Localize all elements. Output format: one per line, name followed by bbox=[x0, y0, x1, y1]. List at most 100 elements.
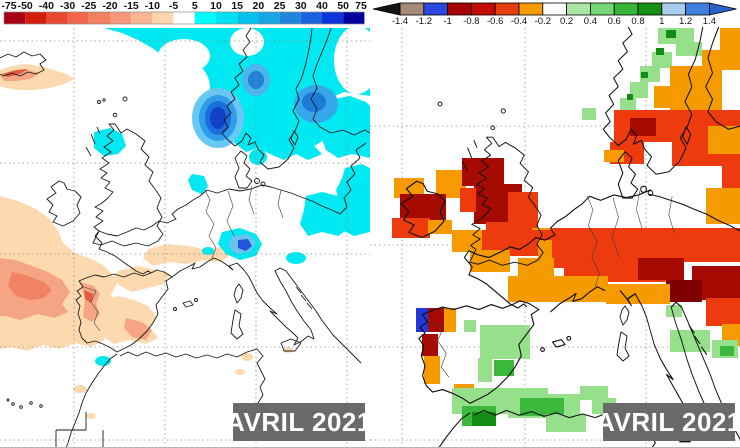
anomaly-cell bbox=[518, 258, 554, 278]
anomaly-cell bbox=[472, 412, 496, 426]
anomaly-cell bbox=[464, 320, 476, 332]
colorbar-segment bbox=[88, 12, 110, 24]
faroe-islands-dot bbox=[437, 101, 443, 107]
anomaly-patches bbox=[0, 26, 370, 419]
anomaly-patch bbox=[283, 347, 293, 353]
period-label-box-right: AVRIL 2021 bbox=[596, 403, 740, 441]
colorbar-segment bbox=[300, 12, 322, 24]
anomaly-patch bbox=[124, 318, 152, 340]
anomaly-cell bbox=[638, 258, 684, 280]
colorbar-tick-label: -40 bbox=[39, 0, 54, 12]
anomaly-patch bbox=[238, 239, 252, 251]
anomaly-patch bbox=[202, 247, 214, 255]
colorbar-tick-label: 75 bbox=[355, 0, 367, 12]
colorbar-segment bbox=[494, 2, 520, 16]
anomaly-cell bbox=[670, 66, 722, 110]
anomaly-cell bbox=[620, 98, 636, 112]
temperature-anomaly-map bbox=[370, 0, 740, 448]
colorbar-right-arrow bbox=[708, 2, 737, 16]
anomaly-cell bbox=[654, 86, 670, 108]
anomaly-cell bbox=[582, 108, 596, 120]
colorbar-tick-label: 1.2 bbox=[679, 16, 692, 27]
colorbar-segment bbox=[399, 2, 425, 16]
anomaly-patch bbox=[143, 244, 231, 266]
anomaly-cell bbox=[460, 188, 476, 212]
colorbar-segment bbox=[216, 12, 238, 24]
colorbar-segment bbox=[237, 12, 259, 24]
colorbar-tick-label: 1 bbox=[659, 16, 664, 27]
anomaly-patch bbox=[86, 413, 96, 419]
anomaly-cell bbox=[428, 220, 452, 234]
colorbar-tick-label: -30 bbox=[60, 0, 75, 12]
colorbar-segment bbox=[322, 12, 344, 24]
colorbar-segment bbox=[46, 12, 68, 24]
precipitation-anomaly-panel: -75 -50 -40 -30 -25 -20 -15 -10 -5 5 10 15 20 25 30 40 5… bbox=[0, 0, 370, 448]
colorbar-tick-label: 1.4 bbox=[703, 16, 716, 27]
colorbar-tick-label: -15 bbox=[124, 0, 139, 12]
anomaly-cell bbox=[546, 414, 586, 432]
anomaly-cell bbox=[656, 48, 664, 55]
anomaly-cell bbox=[652, 52, 672, 68]
colorbar-tick-label: -50 bbox=[18, 0, 33, 12]
coastlines bbox=[0, 27, 370, 448]
colorbar-tick-label: 0.6 bbox=[608, 16, 621, 27]
colorbar-segment bbox=[173, 12, 195, 24]
temperature-colorbar: -1.4 -1.2 -1 -0.8 -0.6 -0.4 -0.2 0.2 0.4 0.6 0.8 1 1… bbox=[370, 0, 740, 27]
colorbar-tick-label: -1.4 bbox=[392, 16, 408, 27]
colorbar-tick-label: 40 bbox=[316, 0, 328, 12]
anomaly-patch bbox=[188, 174, 208, 194]
anomaly-cell bbox=[580, 386, 608, 400]
anomaly-cell bbox=[708, 126, 740, 154]
period-label-box-left: AVRIL 2021 bbox=[226, 403, 370, 441]
anomaly-cell bbox=[706, 188, 740, 224]
colorbar-tick-label: -0.2 bbox=[535, 16, 551, 27]
anomaly-cell bbox=[630, 118, 656, 136]
period-label: AVRIL 2021 bbox=[226, 406, 370, 437]
colorbar-tick-label: -0.8 bbox=[463, 16, 479, 27]
anomaly-patch bbox=[84, 290, 93, 303]
colorbar-segment bbox=[423, 2, 448, 16]
colorbar-segment bbox=[67, 12, 89, 24]
anomaly-cell bbox=[706, 298, 740, 326]
colorbar-tick-label: -1.2 bbox=[416, 16, 432, 27]
anomaly-cell bbox=[394, 178, 424, 198]
anomaly-patch bbox=[302, 92, 326, 112]
anomaly-cell bbox=[666, 280, 702, 302]
colorbar-segment bbox=[4, 12, 26, 24]
anomaly-cell bbox=[444, 308, 456, 332]
anomaly-cell bbox=[666, 305, 682, 317]
colorbar-tick-label: -25 bbox=[81, 0, 96, 12]
anomaly-cell bbox=[470, 250, 510, 272]
colorbar-tick-label: 15 bbox=[231, 0, 243, 12]
colorbar-segment bbox=[194, 12, 216, 24]
anomaly-patch bbox=[94, 128, 126, 156]
anomaly-cell bbox=[666, 30, 676, 38]
colorbar-tick-label: 25 bbox=[274, 0, 286, 12]
colorbar-outline bbox=[3, 11, 365, 25]
colorbar-segment bbox=[637, 2, 663, 16]
colorbar-segment bbox=[343, 12, 365, 24]
anomaly-patch bbox=[158, 39, 210, 73]
anomaly-cell bbox=[400, 194, 446, 222]
colorbar-tick-label: 5 bbox=[192, 0, 198, 12]
anomaly-cell bbox=[641, 72, 648, 78]
colorbar-tick-label: 50 bbox=[337, 0, 349, 12]
anomaly-patch bbox=[230, 28, 264, 56]
anomaly-patch bbox=[112, 266, 170, 292]
colorbar-segment bbox=[518, 2, 544, 16]
colorbar-segment bbox=[152, 12, 174, 24]
colorbar-segment bbox=[589, 2, 615, 16]
anomaly-cell bbox=[508, 276, 608, 302]
anomaly-patch bbox=[2, 69, 28, 77]
colorbar-segment bbox=[661, 2, 686, 16]
colorbar-segment bbox=[447, 2, 472, 16]
period-label: AVRIL 2021 bbox=[596, 406, 740, 437]
temperature-anomaly-panel: -1.4 -1.2 -1 -0.8 -0.6 -0.4 -0.2 0.2 0.4 0.6 0.8 1 1… bbox=[370, 0, 740, 448]
anomaly-cell bbox=[627, 94, 633, 100]
colorbar-segment bbox=[25, 12, 47, 24]
anomaly-cell bbox=[676, 228, 740, 262]
graticule-gridlines bbox=[0, 28, 370, 448]
anomaly-cells bbox=[392, 28, 740, 432]
anomaly-cell bbox=[676, 42, 702, 56]
